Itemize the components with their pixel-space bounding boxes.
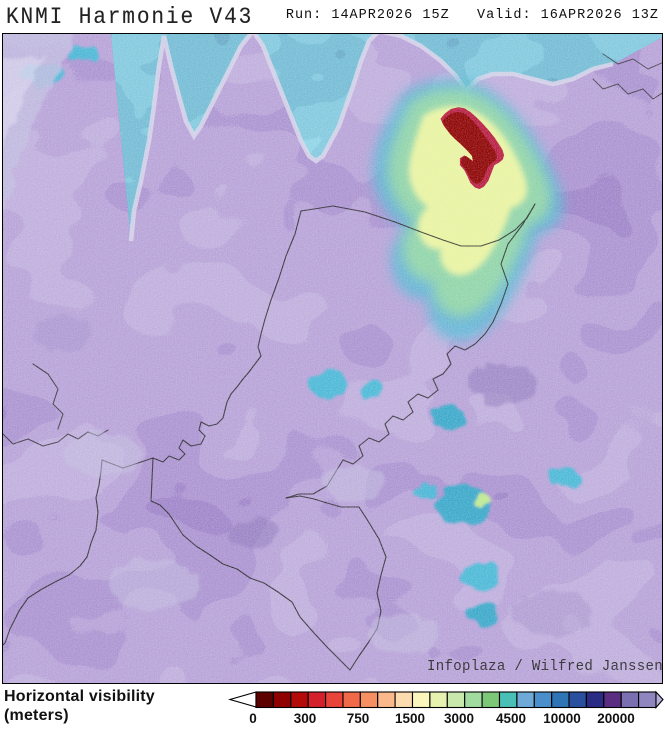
- svg-text:1500: 1500: [395, 711, 425, 726]
- svg-text:10000: 10000: [543, 711, 581, 726]
- svg-text:4500: 4500: [496, 711, 526, 726]
- svg-text:300: 300: [294, 711, 317, 726]
- svg-text:20000: 20000: [597, 711, 635, 726]
- svg-text:750: 750: [347, 711, 370, 726]
- svg-text:3000: 3000: [444, 711, 474, 726]
- svg-text:0: 0: [249, 711, 257, 726]
